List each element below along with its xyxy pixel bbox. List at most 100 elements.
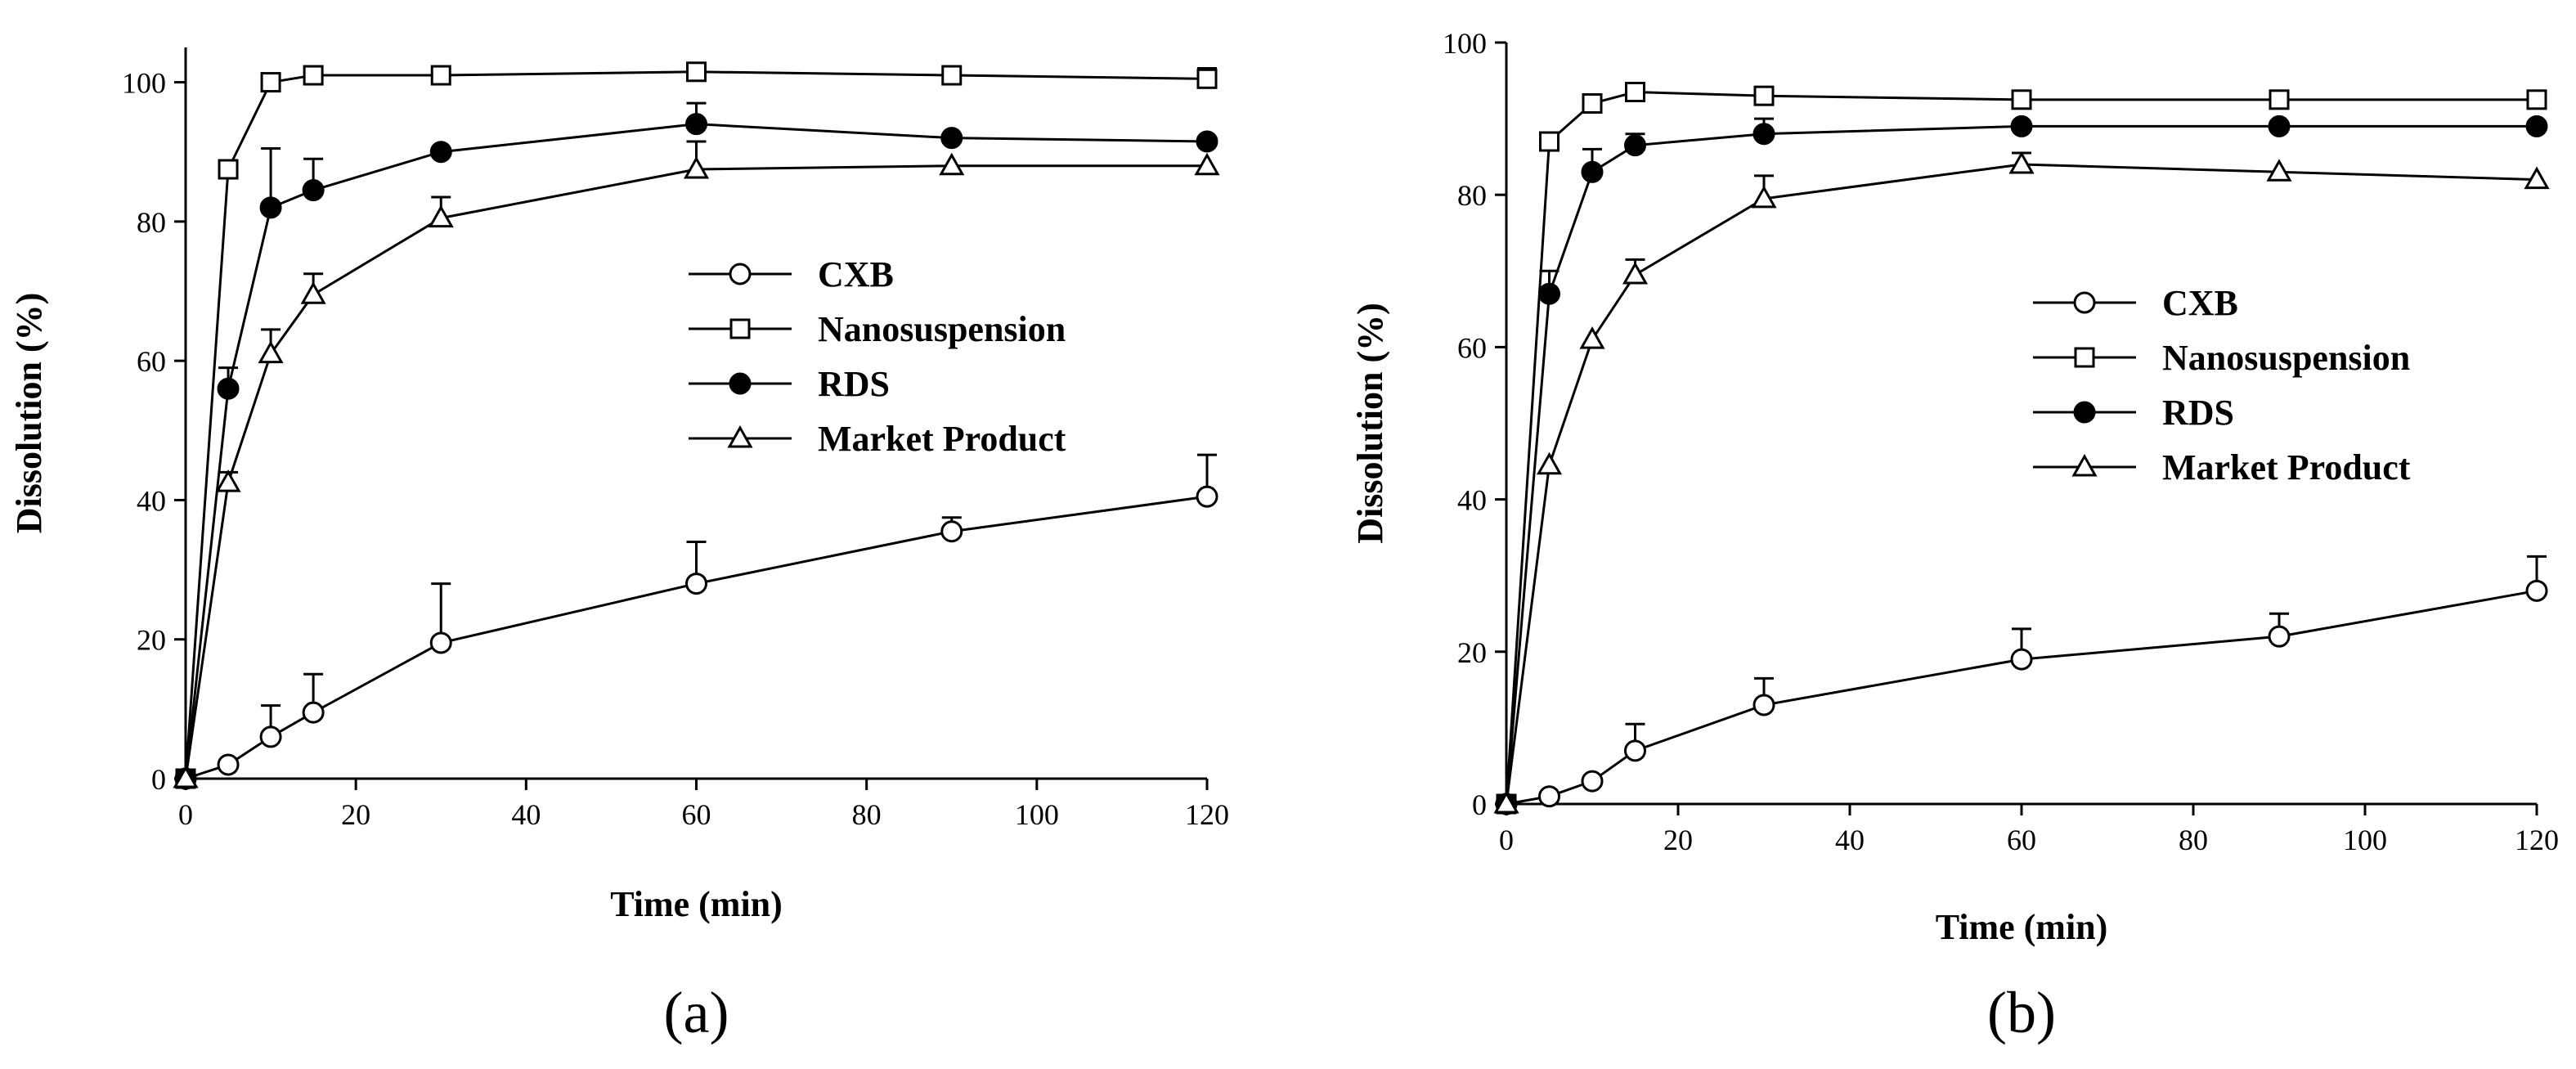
data-point-rds (302, 179, 325, 202)
y-tick-label: 40 (1457, 484, 1487, 517)
data-point-cxb (2525, 579, 2548, 602)
legend-marker (729, 263, 752, 285)
legend-label: RDS (2162, 393, 2234, 433)
legend-marker (2073, 291, 2096, 314)
data-point-cxb (217, 753, 240, 776)
data-point-rds (2010, 115, 2033, 137)
data-point-nanosuspension (1196, 68, 1218, 89)
data-point-cxb (1581, 770, 1604, 793)
y-tick-label: 100 (122, 67, 166, 100)
y-tick-label: 80 (1457, 179, 1487, 212)
legend-marker (727, 424, 753, 448)
legend-marker (2071, 453, 2098, 477)
data-point-market-product (300, 281, 326, 304)
data-point-market-product (215, 469, 241, 492)
data-point-nanosuspension (303, 65, 324, 86)
data-point-rds (217, 377, 240, 400)
x-tick-label: 60 (682, 798, 711, 831)
y-tick-label: 40 (137, 484, 166, 517)
data-point-rds (940, 127, 963, 150)
data-point-nanosuspension (1582, 92, 1603, 114)
panel-label: (a) (664, 980, 729, 1045)
x-tick-label: 0 (1499, 824, 1514, 856)
data-point-rds (1581, 160, 1604, 183)
y-tick-label: 20 (1457, 636, 1487, 669)
data-point-rds (259, 196, 282, 219)
x-tick-label: 120 (1185, 798, 1229, 831)
y-tick-label: 0 (151, 763, 166, 796)
data-point-market-product (428, 204, 454, 228)
chart-panel-a: 0 20 40 60 80 100 0 20 40 60 80 100 120 Time (min) Dis… (9, 47, 1229, 1045)
legend-label: CXB (2162, 283, 2238, 323)
series-line-rds (1505, 124, 2537, 805)
data-point-nanosuspension (260, 72, 281, 93)
data-point-nanosuspension (686, 61, 707, 83)
data-point-rds (1196, 130, 1218, 153)
data-point-nanosuspension (1753, 85, 1775, 106)
legend-marker (2074, 347, 2095, 368)
x-axis-title: Time (min) (610, 884, 783, 924)
legend-label: Market Product (2162, 447, 2411, 487)
data-point-market-product (258, 340, 284, 364)
x-axis-title: Time (min) (1936, 907, 2108, 947)
series-line-cxb (1506, 589, 2538, 806)
data-point-cxb (1624, 739, 1646, 762)
data-point-cxb (685, 573, 707, 595)
data-point-nanosuspension (430, 65, 451, 86)
y-tick-label: 0 (1472, 788, 1487, 821)
x-tick-label: 20 (341, 798, 370, 831)
data-point-market-product (683, 155, 710, 179)
data-point-market-product (1622, 261, 1649, 285)
data-point-rds (2525, 115, 2548, 137)
x-tick-label: 40 (1835, 824, 1865, 856)
x-tick-label: 120 (2515, 824, 2559, 856)
x-tick-label: 0 (178, 798, 193, 831)
data-point-market-product (173, 765, 199, 788)
data-point-market-product (2266, 159, 2292, 182)
data-point-market-product (2524, 166, 2550, 190)
data-point-nanosuspension (1539, 131, 1560, 152)
legend-label: Nanosuspension (818, 309, 1066, 349)
x-tick-label: 100 (1015, 798, 1059, 831)
series-line-cxb (185, 495, 1208, 780)
x-tick-label: 100 (2343, 824, 2387, 856)
data-point-nanosuspension (1625, 82, 1645, 103)
data-point-cxb (2010, 648, 2033, 671)
x-tick-label: 60 (2007, 824, 2036, 856)
y-tick-label: 60 (137, 345, 166, 378)
y-tick-label: 60 (1457, 331, 1487, 364)
legend-label: CXB (818, 254, 894, 294)
data-point-rds (1624, 134, 1646, 157)
legend-marker (729, 318, 751, 339)
series-line-nanosuspension (184, 70, 1208, 779)
data-point-market-product (1536, 451, 1563, 475)
y-tick-label: 100 (1443, 27, 1487, 60)
series-line-market-product (184, 164, 1207, 779)
data-point-nanosuspension (941, 65, 963, 86)
data-point-cxb (1538, 785, 1560, 808)
data-point-market-product (939, 152, 965, 176)
x-tick-label: 20 (1663, 824, 1693, 856)
legend-label: Nanosuspension (2162, 338, 2410, 378)
legend-marker (2073, 401, 2096, 424)
legend-label: RDS (818, 364, 890, 404)
chart-panel-b: 0 20 40 60 80 100 0 20 40 60 80 100 120 Time (min) Dis… (1350, 27, 2559, 1045)
data-point-rds (2268, 115, 2291, 137)
series-line-market-product (1505, 163, 2538, 805)
data-point-market-product (1493, 790, 1519, 814)
data-point-nanosuspension (2269, 89, 2290, 110)
data-point-rds (685, 113, 707, 136)
y-tick-label: 80 (137, 206, 166, 239)
data-point-nanosuspension (218, 159, 239, 180)
data-point-cxb (302, 701, 325, 724)
data-point-cxb (1196, 485, 1218, 508)
data-point-nanosuspension (2011, 89, 2032, 110)
legend-marker (729, 372, 752, 395)
series-line-rds (184, 123, 1208, 779)
x-tick-label: 40 (511, 798, 541, 831)
x-tick-label: 80 (852, 798, 882, 831)
y-axis-title: Dissolution (%) (1350, 303, 1390, 544)
data-point-market-product (1751, 185, 1777, 209)
data-point-rds (1752, 123, 1775, 146)
